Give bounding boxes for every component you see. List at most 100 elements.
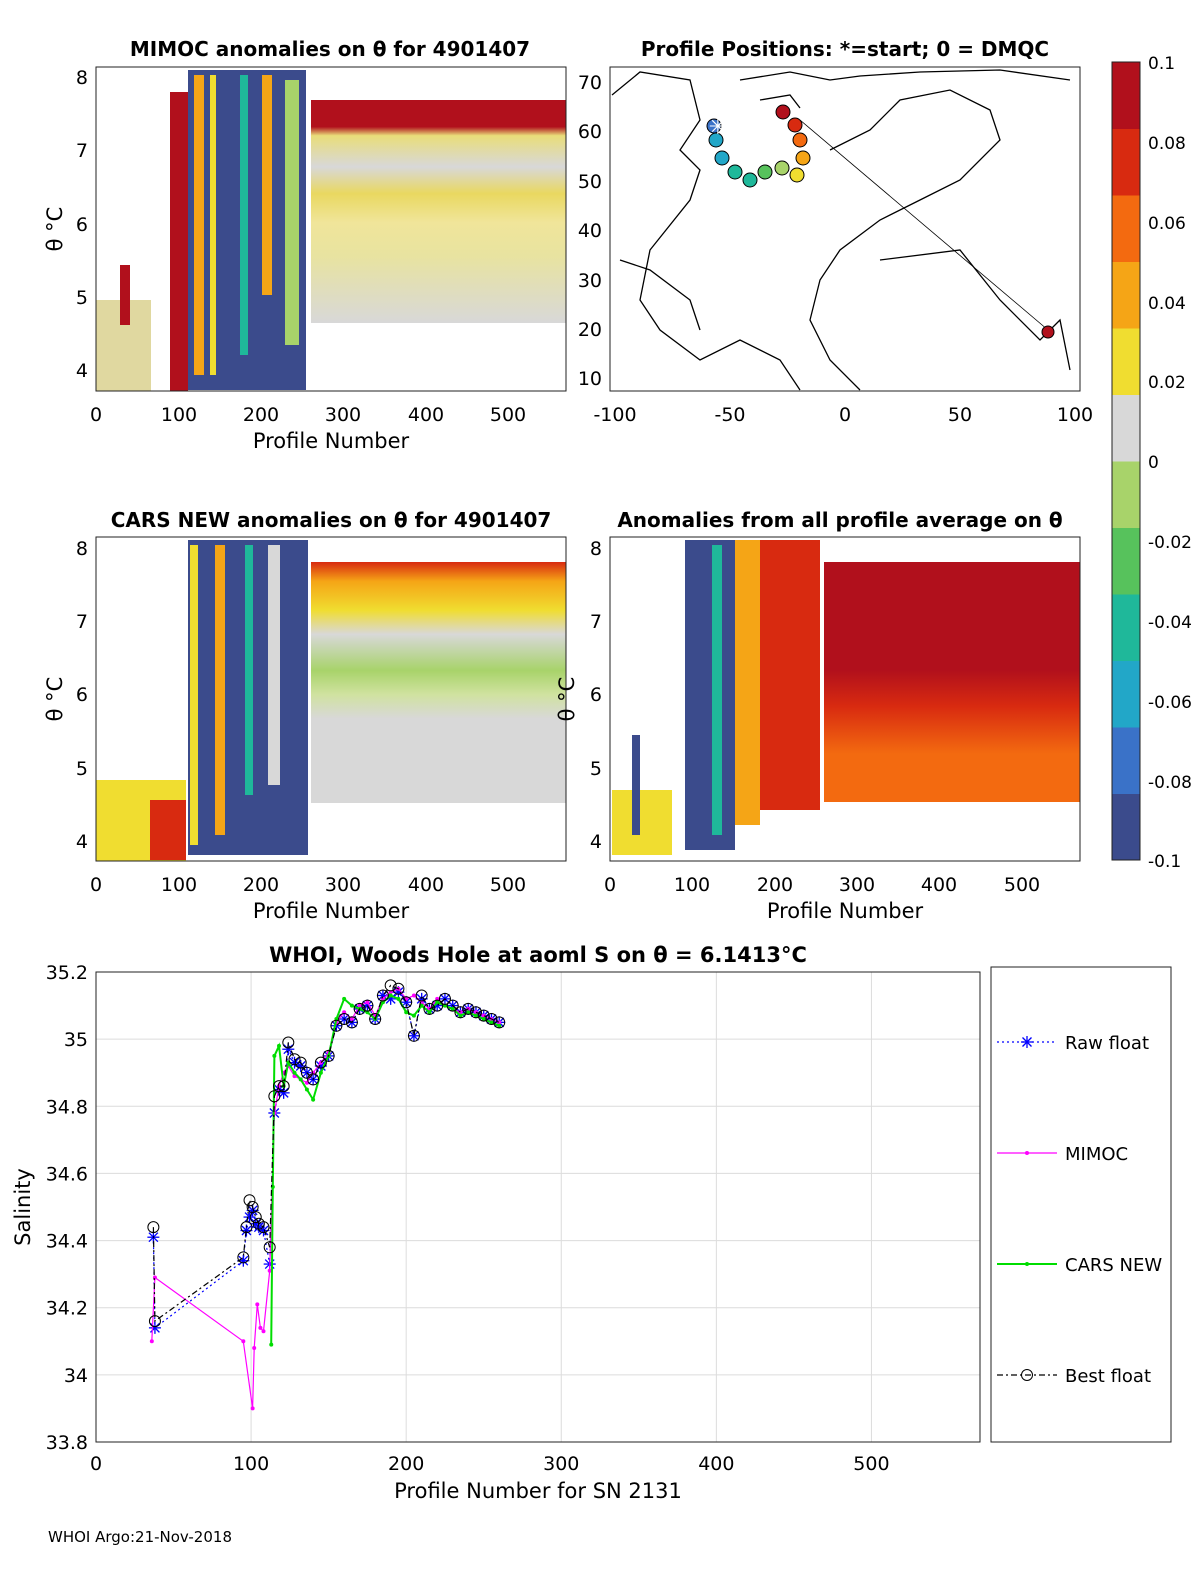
colorbar-tick: 0.1 <box>1148 54 1175 74</box>
data-point-cars-new <box>311 1097 316 1102</box>
avg-xtick: 300 <box>839 874 875 896</box>
legend-label: CARS NEW <box>1065 1255 1162 1276</box>
colorbar-stripe <box>1112 261 1140 329</box>
profile-marker <box>792 132 808 148</box>
map-track-line <box>799 119 1049 331</box>
map-ytick: 40 <box>578 220 602 242</box>
salinity-xtick: 400 <box>698 1453 734 1475</box>
salinity-xtick: 100 <box>233 1453 269 1475</box>
mimoc-heat-stripe-2 <box>210 75 216 375</box>
colorbar-tick: 0.04 <box>1148 294 1186 314</box>
map-xtick: -50 <box>714 404 745 426</box>
salinity-axes-frame <box>95 971 981 1443</box>
map-plot-area <box>610 67 1080 391</box>
avg-heat-block-yellow <box>735 540 760 825</box>
data-point-best-float <box>288 1053 301 1066</box>
data-point-best-float <box>237 1251 250 1264</box>
map-coastline-arctic <box>739 69 1071 109</box>
avg-xtick: 500 <box>1004 874 1040 896</box>
avg-heat-block-low <box>612 790 672 855</box>
colorbar-tick: -0.04 <box>1148 613 1192 633</box>
data-point-cars-new <box>349 1003 354 1008</box>
legend-label: Raw float <box>1065 1033 1149 1054</box>
data-point-cars-new <box>404 1010 409 1015</box>
legend-label: Best float <box>1065 1366 1151 1387</box>
cars-heat-block-flat <box>311 562 566 803</box>
mimoc-xtick: 300 <box>325 404 361 426</box>
mimoc-ylabel: θ °C <box>43 207 67 252</box>
map-ytick: 60 <box>578 121 602 143</box>
mimoc-xtick: 100 <box>161 404 197 426</box>
cars-ytick: 6 <box>76 684 88 706</box>
start-marker-icon: ✳ <box>709 115 727 140</box>
avg-ytick: 8 <box>590 538 602 560</box>
colorbar-tick: 0 <box>1148 453 1159 473</box>
profile-marker <box>795 150 811 166</box>
data-point-best-float <box>249 1211 262 1224</box>
salinity-chart: WHOI, Woods Hole at aoml S on θ = 6.1413… <box>11 943 981 1503</box>
data-point-cars-new <box>269 1342 274 1347</box>
mimoc-xlabel: Profile Number <box>253 429 410 453</box>
data-point-cars-new <box>272 1053 277 1058</box>
map-xtick: 50 <box>948 404 972 426</box>
salinity-ytick: 35 <box>64 1029 88 1051</box>
legend-marker <box>1021 1036 1033 1048</box>
data-point-cars-new <box>292 1070 297 1075</box>
data-point-mimoc <box>349 1017 354 1021</box>
data-point-raw-float <box>148 1321 161 1334</box>
data-point-best-float <box>369 1013 382 1025</box>
data-point-best-float <box>263 1241 276 1254</box>
data-point-cars-new <box>435 1000 440 1005</box>
cars-heat-stripe-4 <box>268 545 280 785</box>
salinity-ytick: 33.8 <box>46 1432 88 1454</box>
salinity-ytick: 34.4 <box>46 1231 88 1253</box>
data-point-best-float <box>485 1013 498 1025</box>
colorbar-stripe <box>1112 527 1140 595</box>
data-point-best-float <box>147 1221 160 1234</box>
colorbar-stripe <box>1112 195 1140 262</box>
mimoc-xtick: 400 <box>408 404 444 426</box>
cars-heat-stripe-2 <box>215 545 225 835</box>
data-point-cars-new <box>481 1017 486 1021</box>
cars-ylabel: θ °C <box>43 677 67 722</box>
map-ytick: 30 <box>578 270 602 292</box>
cars-heat-stripe-1 <box>190 545 198 845</box>
mimoc-xtick: 0 <box>90 404 102 426</box>
colorbar-stripe <box>1112 727 1140 794</box>
legend-label: MIMOC <box>1065 1144 1128 1165</box>
data-point-best-float <box>469 1006 482 1019</box>
data-point-best-float <box>376 989 389 1002</box>
colorbar-stripe <box>1112 394 1140 462</box>
salinity-xtick: 200 <box>388 1453 424 1475</box>
data-point-best-float <box>314 1056 327 1069</box>
mimoc-ytick: 8 <box>76 67 88 89</box>
avg-axes-frame <box>609 536 1081 862</box>
data-point-cars-new <box>450 1006 455 1011</box>
profile-marker <box>708 132 724 148</box>
data-point-cars-new <box>419 1003 424 1008</box>
avg-heat-spike <box>632 735 640 835</box>
colorbar-stripe <box>1112 328 1140 395</box>
salinity-ytick: 34.8 <box>46 1096 88 1118</box>
data-point-best-float <box>446 999 459 1012</box>
cars-xtick: 100 <box>161 874 197 896</box>
data-point-mimoc <box>149 1339 154 1344</box>
mimoc-heat-stripe-1 <box>194 75 204 375</box>
cars-heat-block-red <box>150 800 186 860</box>
mimoc-ytick: 4 <box>76 360 88 382</box>
colorbar-stripes <box>1112 62 1140 861</box>
salinity-x-ticks: 0 100 200 300 400 500 <box>90 1453 890 1475</box>
data-point-best-float <box>294 1056 307 1069</box>
data-point-raw-float <box>246 1204 259 1217</box>
profile-marker <box>742 172 758 188</box>
cars-xtick: 200 <box>243 874 279 896</box>
data-point-best-float <box>148 1315 161 1328</box>
cars-panel: CARS NEW anomalies on θ for 4901407 0 10… <box>43 508 567 923</box>
map-ytick: 10 <box>578 368 602 390</box>
colorbar-tick: -0.08 <box>1148 773 1192 793</box>
cars-xtick: 300 <box>325 874 361 896</box>
colorbar-ticks: 0.1 0.08 0.06 0.04 0.02 0 -0.02 -0.04 -0… <box>1148 54 1192 872</box>
colorbar-tick: -0.1 <box>1148 852 1181 872</box>
mimoc-heat-block-red <box>170 92 188 391</box>
data-point-cars-new <box>489 1020 494 1025</box>
